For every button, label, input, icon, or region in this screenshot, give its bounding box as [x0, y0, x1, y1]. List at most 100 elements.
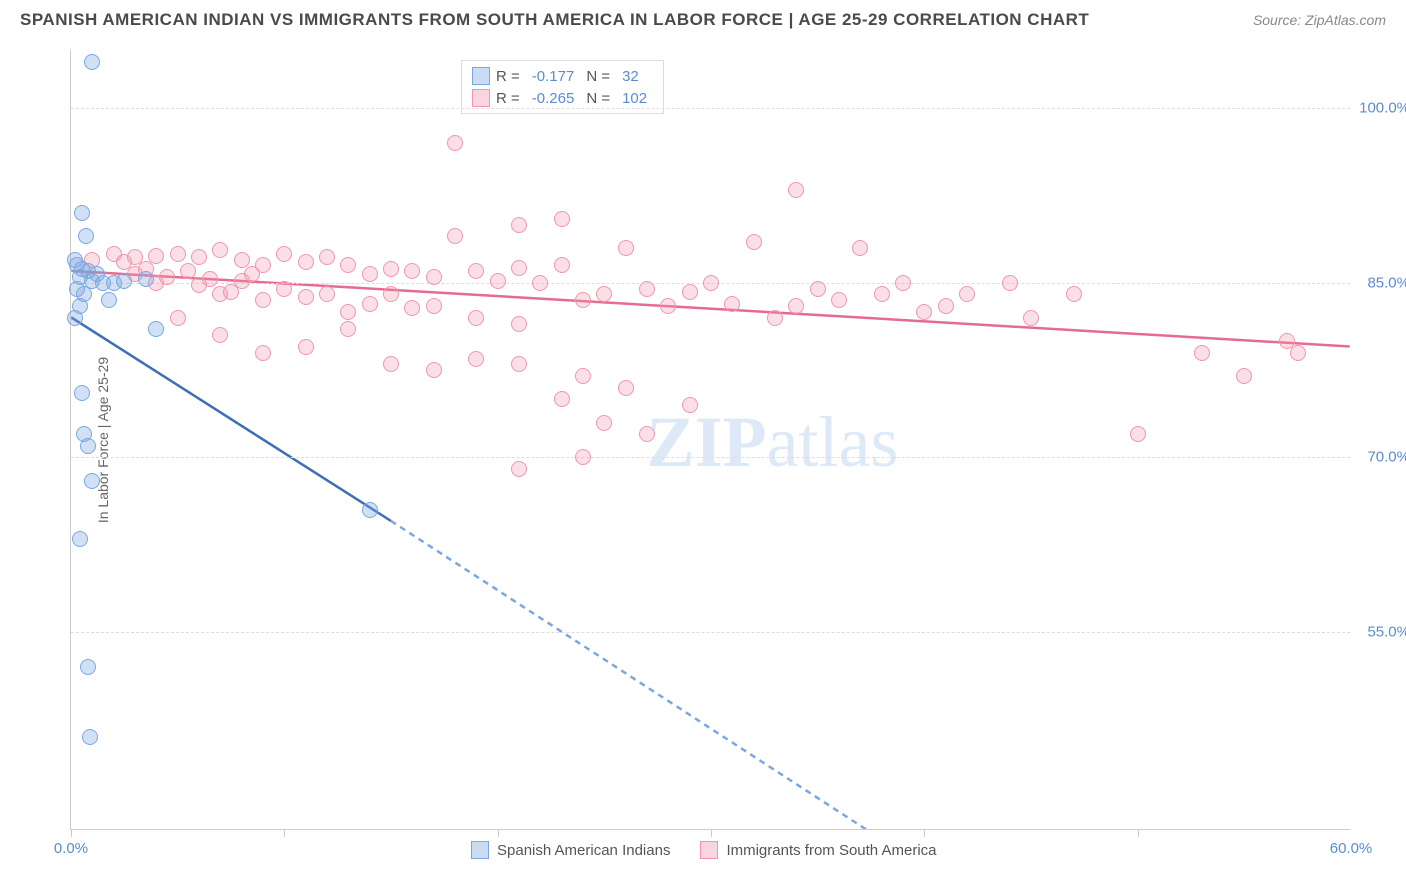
- data-point: [340, 321, 356, 337]
- data-point: [724, 296, 740, 312]
- data-point: [511, 461, 527, 477]
- y-tick-label: 85.0%: [1367, 274, 1406, 291]
- data-point: [575, 449, 591, 465]
- data-point: [276, 281, 292, 297]
- data-point: [575, 368, 591, 384]
- legend-swatch-blue-icon: [471, 841, 489, 859]
- trend-lines: [71, 50, 1350, 829]
- legend-r-label: R =: [496, 90, 520, 107]
- data-point: [404, 263, 420, 279]
- data-point: [319, 286, 335, 302]
- data-point: [74, 205, 90, 221]
- data-point: [426, 362, 442, 378]
- data-point: [80, 659, 96, 675]
- data-point: [383, 356, 399, 372]
- data-point: [84, 54, 100, 70]
- legend-swatch-blue-icon: [472, 67, 490, 85]
- gridline: [71, 457, 1350, 458]
- data-point: [298, 339, 314, 355]
- data-point: [159, 269, 175, 285]
- data-point: [511, 260, 527, 276]
- watermark: ZIPatlas: [647, 401, 899, 484]
- data-point: [148, 248, 164, 264]
- data-point: [554, 211, 570, 227]
- data-point: [1066, 286, 1082, 302]
- chart-source: Source: ZipAtlas.com: [1253, 12, 1386, 28]
- data-point: [362, 502, 378, 518]
- legend-blue-label: Spanish American Indians: [497, 842, 670, 859]
- data-point: [255, 345, 271, 361]
- chart-title: SPANISH AMERICAN INDIAN VS IMMIGRANTS FR…: [20, 10, 1089, 30]
- data-point: [404, 300, 420, 316]
- data-point: [116, 273, 132, 289]
- data-point: [639, 281, 655, 297]
- data-point: [511, 356, 527, 372]
- data-point: [447, 228, 463, 244]
- data-point: [682, 397, 698, 413]
- data-point: [468, 351, 484, 367]
- data-point: [788, 182, 804, 198]
- x-tick: [71, 829, 72, 837]
- legend-r-blue: -0.177: [526, 68, 581, 85]
- data-point: [1194, 345, 1210, 361]
- data-point: [575, 292, 591, 308]
- data-point: [1023, 310, 1039, 326]
- legend-series: Spanish American Indians Immigrants from…: [471, 841, 937, 859]
- data-point: [82, 729, 98, 745]
- legend-n-label: N =: [586, 90, 610, 107]
- data-point: [1130, 426, 1146, 442]
- data-point: [618, 240, 634, 256]
- data-point: [101, 292, 117, 308]
- data-point: [80, 438, 96, 454]
- x-tick: [924, 829, 925, 837]
- data-point: [618, 380, 634, 396]
- data-point: [511, 217, 527, 233]
- data-point: [490, 273, 506, 289]
- data-point: [511, 316, 527, 332]
- data-point: [78, 228, 94, 244]
- data-point: [852, 240, 868, 256]
- data-point: [148, 321, 164, 337]
- y-tick-label: 70.0%: [1367, 449, 1406, 466]
- data-point: [340, 257, 356, 273]
- data-point: [180, 263, 196, 279]
- x-tick-label: 0.0%: [54, 840, 88, 857]
- x-tick: [284, 829, 285, 837]
- data-point: [138, 271, 154, 287]
- data-point: [554, 257, 570, 273]
- data-point: [831, 292, 847, 308]
- legend-swatch-pink-icon: [472, 89, 490, 107]
- data-point: [212, 242, 228, 258]
- gridline: [71, 108, 1350, 109]
- data-point: [67, 310, 83, 326]
- data-point: [298, 289, 314, 305]
- data-point: [362, 296, 378, 312]
- legend-r-pink: -0.265: [526, 90, 581, 107]
- data-point: [84, 473, 100, 489]
- data-point: [74, 385, 90, 401]
- y-tick-label: 55.0%: [1367, 624, 1406, 641]
- data-point: [255, 292, 271, 308]
- data-point: [746, 234, 762, 250]
- data-point: [276, 246, 292, 262]
- chart-container: In Labor Force | Age 25-29 ZIPatlas R = …: [50, 40, 1390, 840]
- data-point: [767, 310, 783, 326]
- data-point: [340, 304, 356, 320]
- data-point: [959, 286, 975, 302]
- data-point: [554, 391, 570, 407]
- data-point: [1002, 275, 1018, 291]
- x-tick: [498, 829, 499, 837]
- data-point: [234, 252, 250, 268]
- data-point: [202, 271, 218, 287]
- data-point: [191, 249, 207, 265]
- legend-r-label: R =: [496, 68, 520, 85]
- data-point: [362, 266, 378, 282]
- x-tick-label: 60.0%: [1330, 840, 1373, 857]
- data-point: [468, 263, 484, 279]
- data-point: [244, 266, 260, 282]
- legend-n-pink: 102: [616, 90, 653, 107]
- data-point: [532, 275, 548, 291]
- data-point: [319, 249, 335, 265]
- data-point: [596, 286, 612, 302]
- legend-swatch-pink-icon: [700, 841, 718, 859]
